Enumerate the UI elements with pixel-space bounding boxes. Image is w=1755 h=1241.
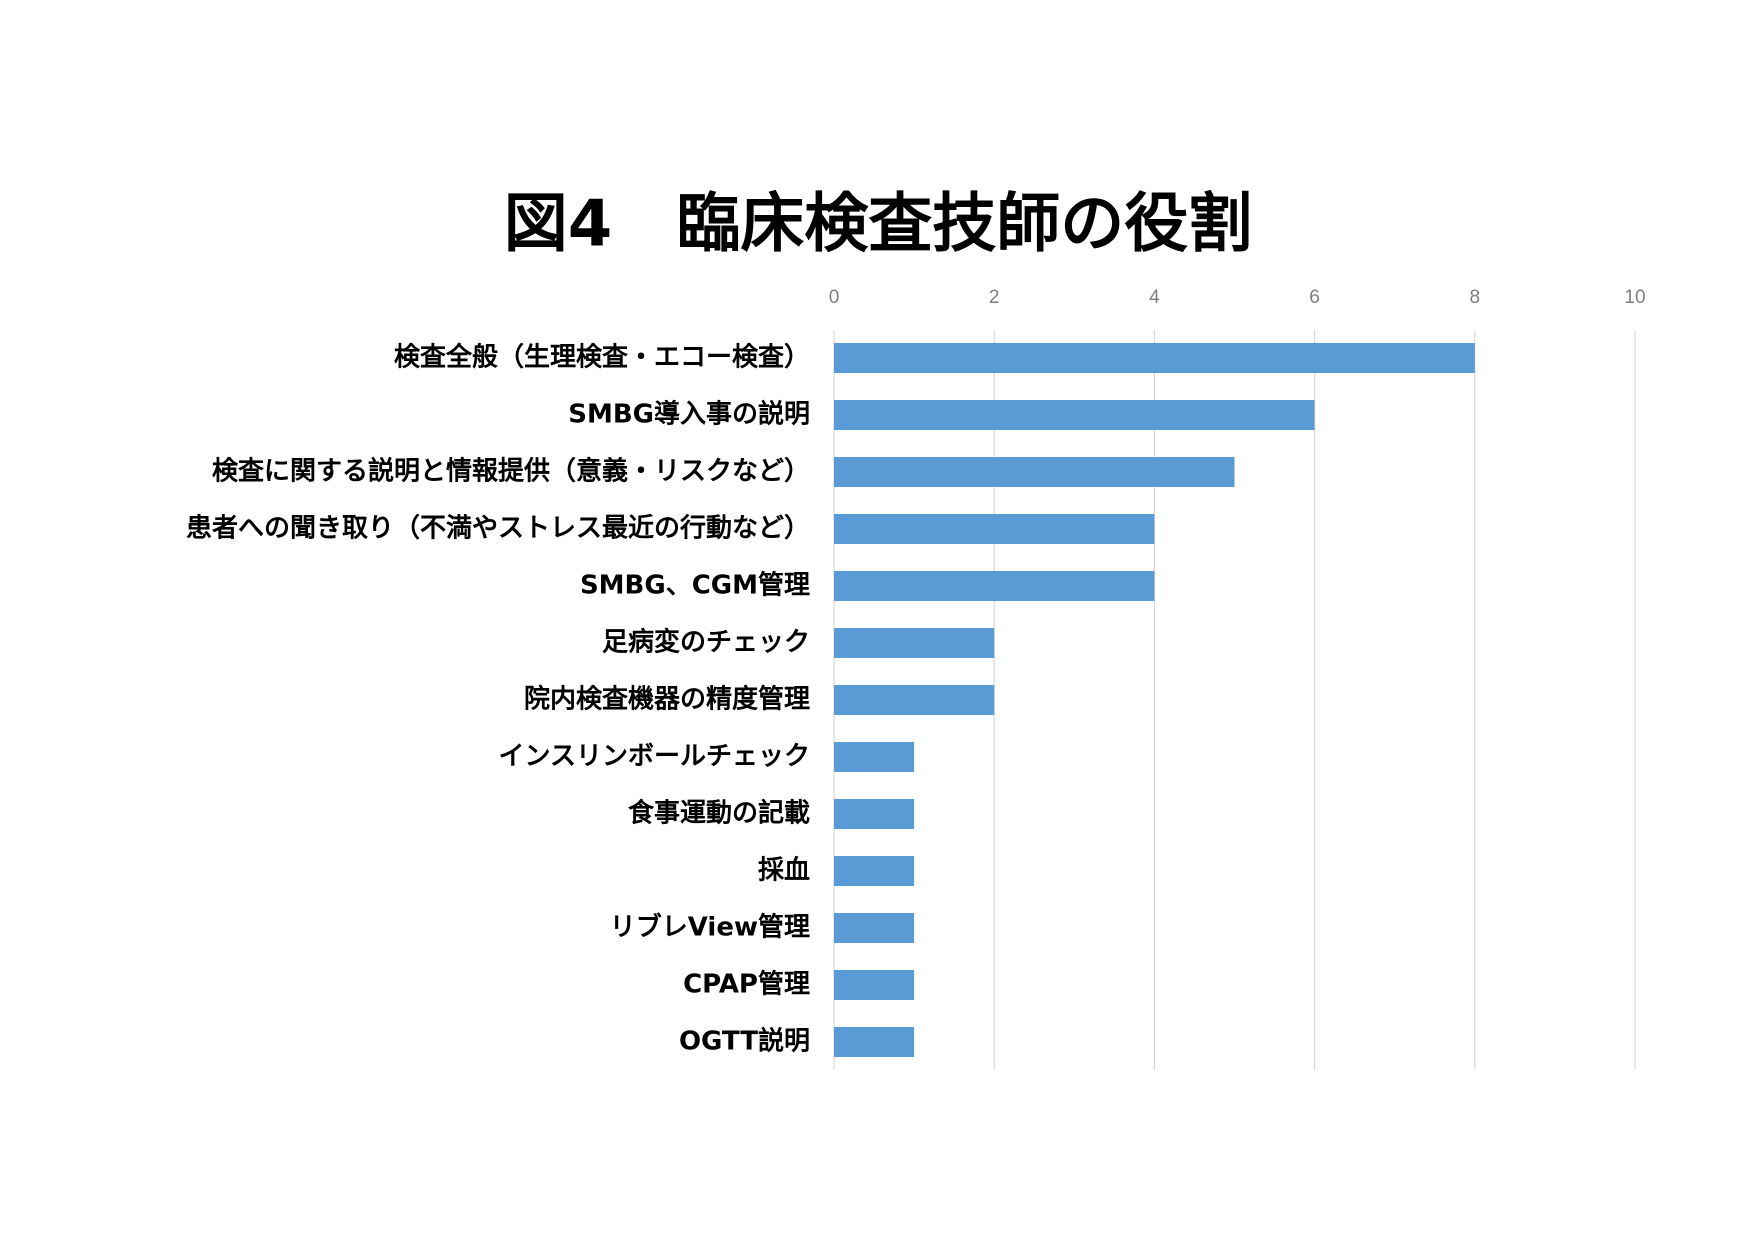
bar [834,400,1315,430]
y-tick-label: 食事運動の記載 [628,798,810,829]
y-tick-label: インスリンボールチェック [499,742,810,772]
x-tick-label: 4 [1149,287,1160,308]
y-tick-label: 検査全般（生理検査・エコー検査） [394,342,810,373]
x-tick-label: 10 [1624,287,1645,308]
bar [834,685,995,715]
bar [834,970,915,1000]
y-tick-label: 足病変のチェック [602,627,810,658]
bar [834,571,1155,601]
y-tick-label: 検査に関する説明と情報提供（意義・リスクなど） [212,456,810,487]
chart-title: 図4 臨床検査技師の役割 [504,188,1253,262]
y-tick-label: OGTT説明 [679,1026,810,1057]
bar [834,913,915,943]
bar [834,343,1475,373]
y-tick-label: 採血 [758,856,810,886]
y-tick-label: CPAP管理 [683,970,810,1000]
bar [834,799,915,829]
y-tick-label: 院内検査機器の精度管理 [524,684,810,715]
x-tick-label: 8 [1470,287,1481,308]
bar [834,457,1235,487]
x-tick-label: 0 [829,287,840,308]
y-tick-label: 患者への聞き取り（不満やストレス最近の行動など） [186,513,810,544]
bar [834,742,915,772]
y-tick-label: リブレView管理 [610,912,810,943]
y-tick-label: SMBG、CGM管理 [580,571,810,601]
x-tick-label: 2 [989,287,1000,308]
bar [834,628,995,658]
y-tick-label: SMBG導入事の説明 [568,399,810,430]
bar [834,856,915,886]
x-tick-label: 6 [1309,287,1320,308]
bar [834,1027,915,1057]
bar [834,514,1155,544]
